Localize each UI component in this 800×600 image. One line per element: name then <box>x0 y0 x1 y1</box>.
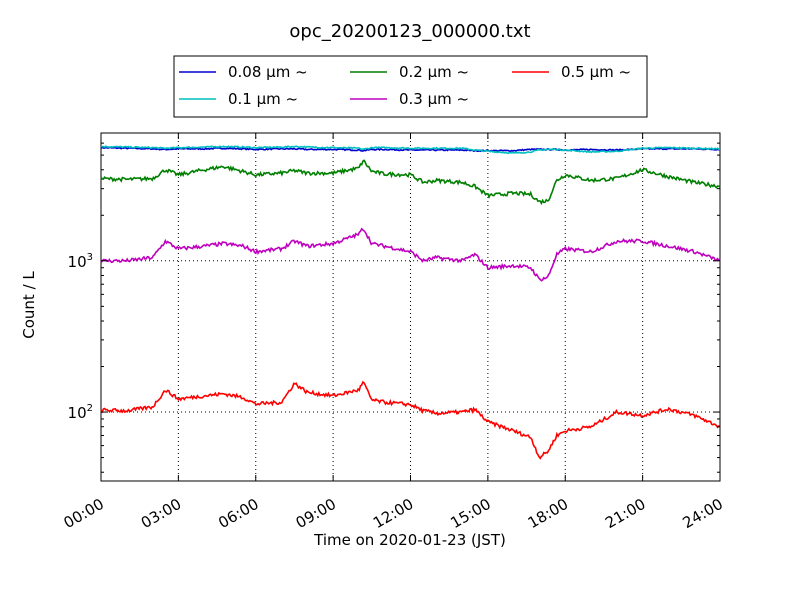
y-axis-label: Count / L <box>20 271 38 339</box>
series-line <box>100 145 721 155</box>
legend-items: 0.08 μm ~ 0.1 μm ~ 0.2 μm ~ 0.3 μm ~ 0.5 μm … <box>179 63 631 108</box>
series-line <box>100 227 721 282</box>
y-tick-label: 103 <box>68 252 93 271</box>
legend-label: 0.2 μm ~ <box>399 63 469 81</box>
legend: 0.08 μm ~ 0.1 μm ~ 0.2 μm ~ 0.3 μm ~ 0.5 μm … <box>173 55 648 118</box>
legend-label: 0.1 μm ~ <box>228 90 298 108</box>
chart-title: opc_20200123_000000.txt <box>289 21 530 42</box>
series-layer <box>100 145 721 460</box>
legend-label: 0.08 μm ~ <box>228 63 308 81</box>
legend-label: 0.5 μm ~ <box>561 63 631 81</box>
legend-box <box>173 55 648 118</box>
series-line <box>100 159 721 206</box>
y-tick-label: 102 <box>68 403 93 422</box>
x-axis-label: Time on 2020-01-23 (JST) <box>313 531 506 549</box>
legend-label: 0.3 μm ~ <box>399 90 469 108</box>
series-line <box>100 380 721 460</box>
